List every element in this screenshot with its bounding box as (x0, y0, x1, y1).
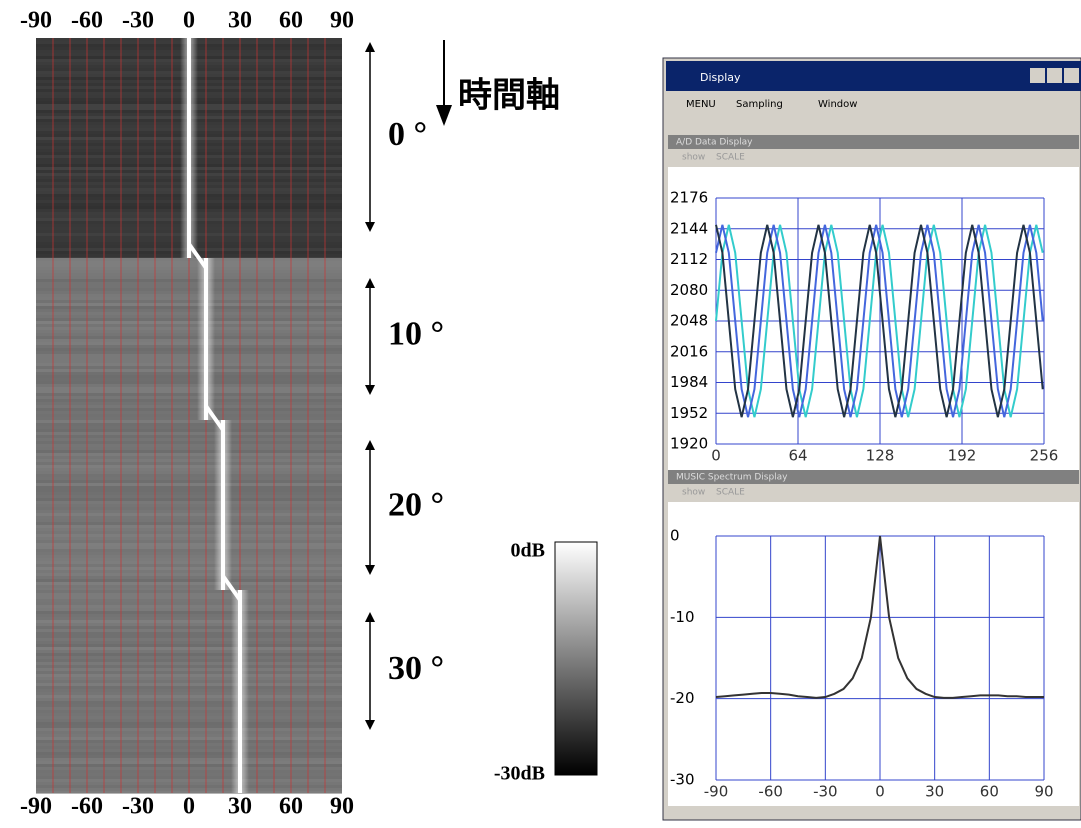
time-arrow-head (436, 105, 452, 126)
close-button[interactable] (1064, 68, 1079, 83)
menu-item[interactable]: MENU (686, 99, 716, 110)
x-tick-label: 0 (183, 8, 195, 34)
x-tick-label: 0 (875, 783, 885, 801)
minimize-button[interactable] (1030, 68, 1045, 83)
x-tick-label: 0 (183, 794, 195, 820)
peak-line (204, 258, 208, 420)
x-tick-label: 30 (925, 783, 944, 801)
title-bar (666, 61, 1081, 91)
arrow-head (365, 42, 375, 52)
segment-label: 0 ° (388, 116, 427, 153)
x-tick-label: -60 (758, 783, 783, 801)
peak-line (187, 38, 191, 258)
maximize-button[interactable] (1047, 68, 1062, 83)
y-tick-label: -10 (670, 608, 695, 626)
x-tick-label: 90 (330, 8, 354, 34)
segment-label: 20 ° (388, 486, 444, 523)
x-tick-label: 30 (228, 8, 252, 34)
colorbar-max: 0dB (511, 540, 545, 562)
x-tick-label: -30 (813, 783, 838, 801)
arrow-head (365, 440, 375, 450)
arrow-head (365, 385, 375, 395)
window-title: Display (700, 71, 741, 84)
y-tick-label: 1952 (670, 404, 708, 422)
toolbar-item[interactable]: show (682, 153, 705, 163)
toolbar-item[interactable]: SCALE (716, 153, 745, 163)
y-tick-label: 2016 (670, 342, 708, 360)
arrow-head (365, 720, 375, 730)
colorbar-min: -30dB (494, 763, 545, 785)
peak-line (238, 590, 242, 793)
doa-map: 0 ° 10 ° 20 ° 30 ° -90 -90 -60 -60 -30 -30 0 0 30 30 6… (20, 8, 444, 820)
time-axis-label: 時間軸 (458, 76, 560, 116)
y-tick-label: -20 (670, 689, 695, 707)
y-tick-label: 1920 (670, 435, 708, 453)
peak-transition (187, 242, 208, 270)
y-tick-label: 0 (670, 527, 680, 545)
segment-label: 30 ° (388, 650, 444, 687)
x-tick-label: -60 (71, 8, 103, 34)
x-tick-label: -30 (122, 8, 154, 34)
series-line (715, 224, 1044, 418)
y-tick-label: -30 (670, 771, 695, 789)
y-tick-label: 2144 (670, 219, 708, 237)
arrow-head (365, 222, 375, 232)
x-tick-label: -90 (704, 783, 729, 801)
panel-title: A/D Data Display (676, 138, 753, 148)
y-tick-label: 2080 (670, 281, 708, 299)
menu-item[interactable]: Window (818, 99, 857, 110)
x-tick-label: 64 (788, 447, 807, 465)
x-tick-label: 256 (1030, 447, 1059, 465)
peak-transition (204, 404, 225, 432)
plot-area (668, 502, 1079, 806)
x-tick-label: 60 (279, 8, 303, 34)
y-tick-label: 1984 (670, 373, 708, 391)
toolbar-item[interactable]: show (682, 488, 705, 498)
peak-transition (221, 574, 242, 602)
arrow-head (365, 612, 375, 622)
x-tick-label: 90 (330, 794, 354, 820)
x-tick-label: 60 (980, 783, 999, 801)
x-tick-label: 90 (1034, 783, 1053, 801)
panel-title-bar (668, 470, 1079, 484)
colorbar (554, 541, 598, 776)
panel-title-bar (668, 135, 1079, 149)
x-tick-label: 30 (228, 794, 252, 820)
x-tick-label: -60 (71, 794, 103, 820)
x-tick-label: 0 (711, 447, 721, 465)
x-tick-label: 60 (279, 794, 303, 820)
y-tick-label: 2048 (670, 312, 708, 330)
panel-title: MUSIC Spectrum Display (676, 473, 788, 483)
x-tick-label: -90 (20, 794, 52, 820)
x-tick-label: -30 (122, 794, 154, 820)
toolbar-item[interactable]: SCALE (716, 488, 745, 498)
menu-item[interactable]: Sampling (736, 99, 783, 110)
arrow-head (365, 278, 375, 288)
x-tick-label: 192 (948, 447, 977, 465)
series-line (715, 535, 1044, 699)
arrow-head (365, 565, 375, 575)
x-tick-label: -90 (20, 8, 52, 34)
segment-label: 10 ° (388, 315, 444, 352)
y-tick-label: 2176 (670, 189, 708, 207)
x-tick-label: 128 (866, 447, 895, 465)
peak-line (221, 420, 225, 590)
y-tick-label: 2112 (670, 250, 708, 268)
